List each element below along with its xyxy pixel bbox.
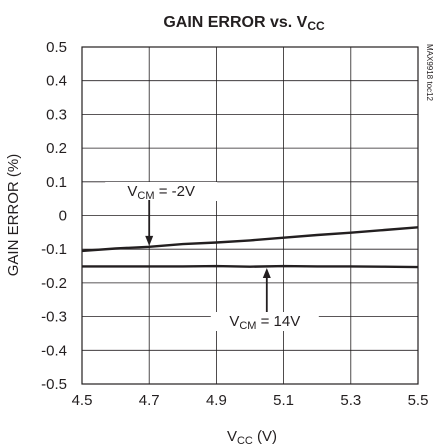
chart-title: GAIN ERROR vs. VCC <box>163 14 325 33</box>
chart-title-main: GAIN ERROR vs. V <box>163 14 307 31</box>
label-background-1 <box>210 312 319 331</box>
y-tick-label-9: -0.4 <box>41 342 67 359</box>
x-tick-label-1: 4.7 <box>139 392 160 409</box>
x-tick-label-3: 5.1 <box>273 392 294 409</box>
arrowhead-1 <box>262 268 271 279</box>
x-tick-label-0: 4.5 <box>72 392 93 409</box>
annotation-1: VCM = 14V <box>210 268 319 332</box>
y-tick-label-4: 0.1 <box>46 174 67 191</box>
x-tick-label-5: 5.5 <box>408 392 429 409</box>
x-axis-label-unit: (V) <box>253 428 277 445</box>
grid-lines <box>81 46 419 385</box>
y-tick-label-6: -0.1 <box>41 241 67 258</box>
series-label-main: V <box>127 183 137 200</box>
chart-title-sub: CC <box>307 19 325 33</box>
y-tick-label-8: -0.3 <box>41 309 67 326</box>
y-tick-label-10: -0.5 <box>41 376 67 393</box>
series-label-main: V <box>229 313 239 330</box>
y-tick-label-2: 0.3 <box>46 106 67 123</box>
y-tick-label-3: 0.2 <box>46 140 67 157</box>
x-axis-label-sub: CC <box>237 435 253 447</box>
series-label-sub: CM <box>137 190 154 202</box>
series-label-1: VCM = 14V <box>229 313 300 332</box>
y-tick-label-5: 0 <box>59 208 67 225</box>
series-line-0 <box>81 226 419 253</box>
y-tick-label-7: -0.2 <box>41 275 67 292</box>
series-lines <box>81 226 419 269</box>
x-axis-label-main: V <box>227 428 237 445</box>
series-line-1 <box>82 264 419 269</box>
x-axis-label: VCC (V) <box>227 428 277 447</box>
series-label-rest: = 14V <box>256 313 300 330</box>
series-label-0: VCM = -2V <box>127 183 195 202</box>
label-background-0 <box>105 182 218 201</box>
y-tick-label-0: 0.5 <box>46 39 67 56</box>
y-axis-label: GAIN ERROR (%) <box>5 154 22 277</box>
tick-labels: 0.5 0.4 0.3 0.2 0.1 0 -0.1 -0.2 -0.3 -0.4 -0.5 4.5 4… <box>41 39 428 409</box>
x-tick-label-4: 5.3 <box>340 392 361 409</box>
y-tick-label-1: 0.4 <box>46 73 67 90</box>
part-number-note: MAX9918 toc12 <box>425 44 433 101</box>
series-label-sub: CM <box>239 320 256 332</box>
annotation-0: VCM = -2V <box>105 182 218 246</box>
series-label-rest: = -2V <box>155 183 195 200</box>
arrowhead-0 <box>145 235 154 246</box>
x-tick-label-2: 4.9 <box>206 392 227 409</box>
